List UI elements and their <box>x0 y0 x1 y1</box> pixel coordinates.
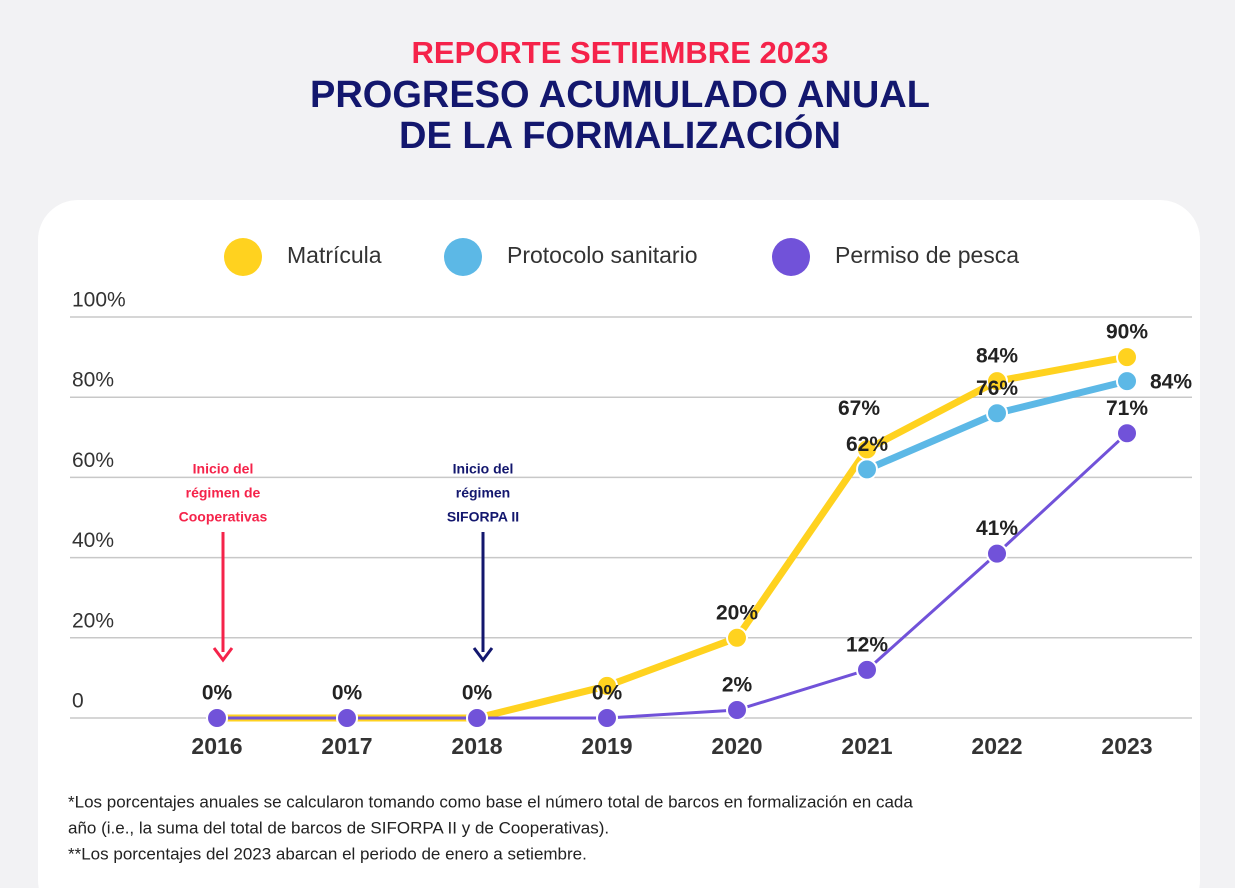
data-point <box>206 707 228 729</box>
y-tick-label: 60% <box>72 449 114 472</box>
legend-label: Protocolo sanitario <box>507 242 698 268</box>
footnote: **Los porcentajes del 2023 abarcan el pe… <box>68 844 587 863</box>
y-tick-label: 80% <box>72 369 114 392</box>
value-label: 67% <box>838 397 880 420</box>
x-tick-label: 2023 <box>1101 733 1152 759</box>
data-point <box>856 458 878 481</box>
value-label: 84% <box>1150 371 1192 394</box>
data-point <box>336 707 358 729</box>
chart-subtitle: PROGRESO ACUMULADO ANUAL <box>310 74 930 116</box>
data-point <box>1116 370 1138 393</box>
data-point <box>596 674 618 697</box>
data-point <box>596 707 618 729</box>
annotation: Cooperativas <box>179 509 268 525</box>
value-label: 0% <box>202 682 233 705</box>
value-label: 41% <box>976 517 1018 540</box>
series-line <box>215 431 1129 720</box>
x-tick-label: 2019 <box>581 733 632 759</box>
y-tick-label: 100% <box>72 289 126 312</box>
annotation: Inicio del <box>193 461 254 477</box>
value-label: 90% <box>1106 321 1148 344</box>
value-label: 71% <box>1106 397 1148 420</box>
chart-subtitle: DE LA FORMALIZACIÓN <box>399 113 841 157</box>
x-tick-label: 2018 <box>451 733 502 759</box>
annotation: régimen <box>456 485 510 501</box>
annotation: SIFORPA II <box>447 509 519 525</box>
data-point <box>856 658 878 681</box>
legend-swatch <box>772 238 810 276</box>
x-tick-label: 2021 <box>841 733 892 759</box>
y-tick-label: 40% <box>72 529 114 552</box>
value-label: 2% <box>722 674 753 697</box>
data-point <box>1116 422 1138 445</box>
annotation-arrowhead <box>212 647 234 663</box>
annotation: Inicio del <box>453 461 514 477</box>
value-label: 76% <box>976 377 1018 400</box>
legend-label: Permiso de pesca <box>835 242 1019 268</box>
annotation: régimen de <box>186 485 261 501</box>
x-tick-label: 2016 <box>191 733 242 759</box>
y-tick-label: 0 <box>72 690 84 713</box>
data-point <box>986 370 1008 393</box>
footnote: *Los porcentajes anuales se calcularon t… <box>68 792 913 811</box>
value-label: 0% <box>462 682 493 705</box>
x-tick-label: 2017 <box>321 733 372 759</box>
value-label: 0% <box>332 682 363 705</box>
legend-swatch <box>444 238 482 276</box>
value-label: 0% <box>592 682 623 705</box>
y-tick-label: 20% <box>72 609 114 632</box>
value-label: 62% <box>846 433 888 456</box>
legend-swatch <box>224 238 262 276</box>
annotation-arrowhead <box>472 647 494 663</box>
value-label: 12% <box>846 633 888 656</box>
x-tick-label: 2020 <box>711 733 762 759</box>
x-tick-label: 2022 <box>971 733 1022 759</box>
data-point <box>466 707 488 729</box>
value-label: 84% <box>976 345 1018 368</box>
chart-title: REPORTE SETIEMBRE 2023 <box>412 35 829 70</box>
data-point <box>726 698 748 721</box>
card <box>38 200 1200 888</box>
data-point <box>986 542 1008 565</box>
footnote: año (i.e., la suma del total de barcos d… <box>68 818 609 837</box>
data-point <box>1116 346 1138 369</box>
data-point <box>986 402 1008 425</box>
legend-label: Matrícula <box>287 242 382 268</box>
data-point <box>726 626 748 649</box>
value-label: 20% <box>716 601 758 624</box>
